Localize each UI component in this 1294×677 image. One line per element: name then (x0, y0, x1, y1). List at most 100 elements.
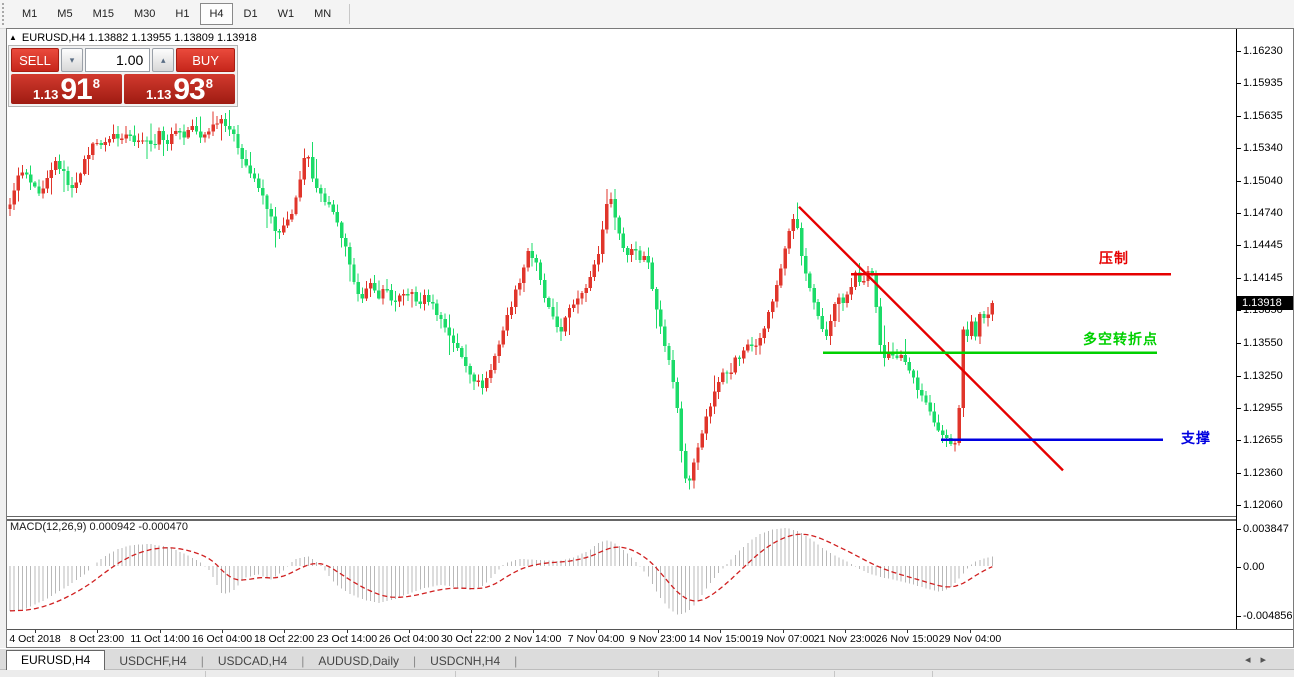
toolbar-grip-icon[interactable] (2, 3, 8, 25)
time-axis[interactable]: 4 Oct 2018 8 Oct 23:00 11 Oct 14:00 16 Oct … (7, 629, 1293, 647)
time-tick-label: 14 Nov 15:00 (688, 633, 752, 645)
ask-price-sup: 8 (205, 76, 213, 91)
tab-separator: | (514, 654, 518, 668)
bid-price-box[interactable]: 1.13 91 8 (11, 73, 122, 106)
tab-separator: | (200, 654, 204, 668)
price-tick-label: 1.16230 (1237, 45, 1283, 57)
candlestick-chart[interactable] (7, 30, 1237, 516)
timeframe-button-m15[interactable]: M15 (92, 8, 114, 20)
status-separator (455, 671, 456, 677)
price-chart-pane[interactable]: ▲ EURUSD,H4 1.13882 1.13955 1.13809 1.139… (7, 29, 1237, 630)
time-tick-label: 30 Oct 22:00 (440, 633, 502, 645)
price-tick-label: 1.13250 (1237, 370, 1283, 382)
ask-price-small: 1.13 (146, 87, 172, 102)
timeframe-button-m5[interactable]: M5 (57, 8, 73, 20)
collapse-triangle-icon[interactable]: ▲ (9, 33, 17, 42)
status-bar (0, 669, 1294, 677)
chart-tab-usdcad[interactable]: USDCAD,H4 (217, 654, 288, 668)
time-tick (409, 630, 410, 633)
chart-tab-audusd[interactable]: AUDUSD,Daily (318, 654, 399, 668)
chart-tab-usdchf[interactable]: USDCHF,H4 (119, 654, 187, 668)
time-tick (720, 630, 721, 633)
volume-decrease-button[interactable]: ▾ (61, 48, 83, 72)
price-tick-label: 1.14445 (1237, 239, 1283, 251)
time-tick-label: 8 Oct 23:00 (69, 633, 125, 645)
price-axis[interactable]: 1.16230 1.15935 1.15635 1.15340 1.15040 1.147… (1236, 29, 1293, 630)
macd-indicator-chart[interactable] (7, 519, 1237, 629)
symbol-ohlc-text: EURUSD,H4 1.13882 1.13955 1.13809 1.1391… (21, 32, 257, 44)
timeframe-button-h1[interactable]: H1 (175, 8, 190, 20)
time-tick (160, 630, 161, 633)
one-click-trade-widget: SELL ▾ 1.00 ▴ BUY 1.13 91 8 1.13 93 8 (8, 45, 238, 107)
status-separator (834, 671, 835, 677)
price-tick-label: 1.15635 (1237, 110, 1283, 122)
time-tick-label: 11 Oct 14:00 (130, 633, 190, 645)
buy-button[interactable]: BUY (176, 48, 236, 72)
time-tick-label: 16 Oct 04:00 (191, 633, 253, 645)
price-tick-label: 1.15340 (1237, 142, 1283, 154)
support-annotation: 支撑 (1181, 430, 1211, 446)
time-tick (533, 630, 534, 633)
timeframe-button-mn[interactable]: MN (314, 8, 332, 20)
macd-tick-label: -0.004856 (1237, 610, 1293, 622)
time-tick-label: 19 Nov 07:00 (751, 633, 815, 645)
price-tick-label: 1.14740 (1237, 207, 1283, 219)
time-tick-label: 29 Nov 04:00 (938, 633, 1002, 645)
tab-separator: | (413, 654, 417, 668)
time-tick-label: 18 Oct 22:00 (253, 633, 315, 645)
timeframe-toolbar: M1 M5 M15 M30 H1 H4 D1 W1 MN (0, 0, 1294, 29)
time-tick-label: 2 Nov 14:00 (504, 633, 562, 645)
chart-tab-usdcnh[interactable]: USDCNH,H4 (430, 654, 501, 668)
volume-increase-button[interactable]: ▴ (152, 48, 175, 72)
macd-tick-label: 0.00 (1236, 561, 1265, 573)
time-tick (97, 630, 98, 633)
price-tick-label: 1.15040 (1237, 175, 1283, 187)
time-tick-label: 9 Nov 23:00 (629, 633, 687, 645)
time-tick-label: 26 Oct 04:00 (378, 633, 440, 645)
time-tick (471, 630, 472, 633)
resistance-annotation: 压制 (1099, 250, 1129, 266)
chart-tab-bar: EURUSD,H4 USDCHF,H4 | USDCAD,H4 | AUDUSD,Dail… (0, 648, 1294, 670)
bid-price-sup: 8 (92, 76, 100, 91)
status-separator (205, 671, 206, 677)
time-tick (783, 630, 784, 633)
price-tick-label: 1.12655 (1237, 434, 1283, 446)
timeframe-button-d1[interactable]: D1 (243, 8, 258, 20)
time-tick (596, 630, 597, 633)
time-tick (845, 630, 846, 633)
toolbar-separator (349, 4, 351, 24)
chart-tab-eurusd[interactable]: EURUSD,H4 (6, 650, 106, 670)
price-tick-label: 1.14145 (1237, 272, 1283, 284)
status-separator (658, 671, 659, 677)
time-tick (347, 630, 348, 633)
turning-point-annotation: 多空转折点 (1083, 331, 1158, 347)
chart-header: ▲ EURUSD,H4 1.13882 1.13955 1.13809 1.139… (9, 32, 257, 44)
tab-scroll-arrows[interactable]: ◂▸ (1244, 654, 1276, 666)
time-tick (970, 630, 971, 633)
pane-divider[interactable] (7, 516, 1237, 519)
price-tick-label: 1.12955 (1237, 402, 1283, 414)
ask-price-box[interactable]: 1.13 93 8 (124, 73, 235, 106)
time-tick-label: 23 Oct 14:00 (316, 633, 378, 645)
price-tick-label: 1.15935 (1237, 77, 1283, 89)
timeframe-button-h4[interactable]: H4 (200, 3, 233, 25)
tab-separator: | (301, 654, 305, 668)
price-tick-label: 1.13550 (1237, 337, 1283, 349)
volume-input[interactable]: 1.00 (85, 48, 151, 72)
timeframe-button-m1[interactable]: M1 (22, 8, 38, 20)
macd-label: MACD(12,26,9) 0.000942 -0.000470 (10, 521, 188, 533)
ask-price-big: 93 (173, 73, 205, 106)
timeframe-button-w1[interactable]: W1 (277, 8, 295, 20)
time-tick (907, 630, 908, 633)
status-separator (932, 671, 933, 677)
sell-button[interactable]: SELL (11, 48, 59, 72)
time-tick-label: 7 Nov 04:00 (567, 633, 625, 645)
chart-window: ▲ EURUSD,H4 1.13882 1.13955 1.13809 1.139… (6, 28, 1294, 648)
bid-price-big: 91 (60, 73, 92, 106)
time-tick-label: 21 Nov 23:00 (813, 633, 877, 645)
timeframe-button-m30[interactable]: M30 (133, 8, 156, 20)
macd-tick-label: 0.003847 (1237, 523, 1289, 535)
time-tick (222, 630, 223, 633)
time-tick (284, 630, 285, 633)
